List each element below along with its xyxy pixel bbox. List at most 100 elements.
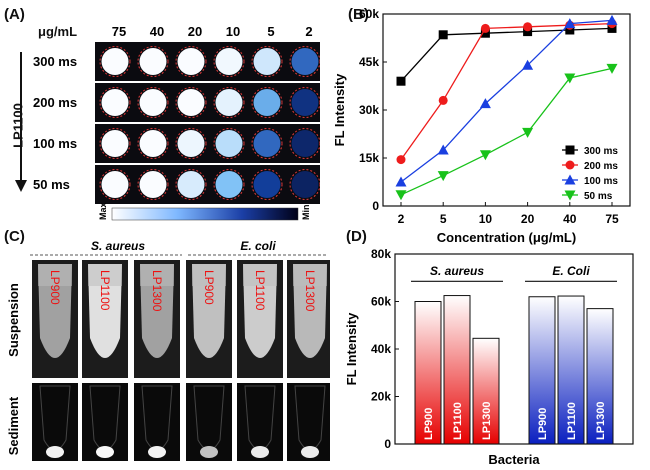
x-tick-label: 10 xyxy=(479,212,493,226)
well xyxy=(101,89,129,116)
well xyxy=(101,130,129,157)
sediment-pellet xyxy=(96,446,114,458)
bar-label: LP1100 xyxy=(452,402,464,440)
tube-cap xyxy=(192,264,226,286)
row-label-1: 200 ms xyxy=(33,95,77,110)
data-point xyxy=(523,27,533,37)
well xyxy=(253,130,281,157)
sediment-tile xyxy=(237,383,283,461)
series-300-ms xyxy=(396,23,617,86)
well-row-background xyxy=(95,42,320,81)
column-label-40: 40 xyxy=(150,24,164,39)
y-tick-label: 0 xyxy=(372,199,379,213)
y-tick-label: 40k xyxy=(371,342,391,356)
well xyxy=(139,171,167,198)
panel-c-label: (C) xyxy=(4,228,25,245)
data-point xyxy=(396,155,406,165)
data-point xyxy=(395,190,407,201)
data-point xyxy=(606,14,618,25)
well-outline xyxy=(99,128,131,159)
well-outline xyxy=(213,128,245,159)
y-axis-label: FL Intensity xyxy=(344,312,359,385)
column-label-20: 20 xyxy=(188,24,202,39)
colorbar xyxy=(111,207,299,221)
well-row-background xyxy=(95,165,320,204)
well-outline xyxy=(213,87,245,118)
tube-cap xyxy=(38,264,72,286)
bar-chart: 0 20k 40k 60k 80k FL Intensity Bacteria S. aure… xyxy=(344,247,634,467)
x-axis-label: Bacteria xyxy=(488,452,540,467)
well xyxy=(177,89,205,116)
tube-cap xyxy=(88,264,122,286)
well-outline xyxy=(213,169,245,200)
data-point xyxy=(523,22,533,32)
well xyxy=(177,130,205,157)
tube-label: LP1300 xyxy=(303,270,317,312)
time-arrow-head xyxy=(15,180,27,192)
data-point xyxy=(438,30,448,40)
well-outline xyxy=(213,46,245,77)
well xyxy=(215,89,243,116)
panel-a-label: (A) xyxy=(4,6,25,23)
sediment-pellet xyxy=(251,446,269,458)
data-point xyxy=(522,127,534,138)
x-axis-label: Concentration (μg/mL) xyxy=(437,230,576,245)
well xyxy=(177,171,205,198)
well-outline xyxy=(251,46,283,77)
tube-body xyxy=(140,264,174,358)
row-label-sediment: Sediment xyxy=(6,396,21,455)
bar xyxy=(557,295,585,445)
y-tick-label: 60k xyxy=(371,295,391,309)
suspension-tile: LP900 xyxy=(186,260,232,378)
data-point xyxy=(480,28,490,38)
bar-label: LP1300 xyxy=(595,401,607,440)
wells-group xyxy=(95,42,320,204)
y-tick-label: 60k xyxy=(359,7,379,21)
well-outline xyxy=(137,169,169,200)
column-label-5: 5 xyxy=(267,24,274,39)
well xyxy=(253,171,281,198)
data-point xyxy=(479,150,491,161)
data-point xyxy=(395,176,407,187)
data-point xyxy=(565,25,575,35)
well xyxy=(253,89,281,116)
well xyxy=(101,171,129,198)
series-line xyxy=(400,27,613,82)
legend-marker xyxy=(565,145,575,155)
group-label: E. Coli xyxy=(552,264,590,278)
sediment-pellet xyxy=(200,446,218,458)
well-outline xyxy=(99,46,131,77)
suspension-tile: LP900 xyxy=(32,260,78,378)
well-row-background xyxy=(95,83,320,122)
group-header-s-aureus: S. aureus xyxy=(91,239,145,253)
suspension-tile: LP1300 xyxy=(134,260,180,378)
tube-cap xyxy=(243,264,277,286)
sediment-pellet xyxy=(46,446,64,458)
well-outline xyxy=(175,87,207,118)
well-outline xyxy=(251,169,283,200)
well-outline xyxy=(175,46,207,77)
data-point xyxy=(607,23,617,33)
sediment-pellet xyxy=(148,446,166,458)
well xyxy=(139,89,167,116)
row-label-suspension: Suspension xyxy=(6,283,21,357)
sediment-tile xyxy=(82,383,128,461)
series-line xyxy=(400,67,613,196)
column-label-10: 10 xyxy=(226,24,240,39)
tube-label: LP1100 xyxy=(253,270,267,311)
tube-label: LP900 xyxy=(48,270,62,305)
colorbar-max-label: Max xyxy=(98,202,108,220)
well-outline xyxy=(99,87,131,118)
data-point xyxy=(564,73,576,84)
well-outline xyxy=(175,169,207,200)
data-point xyxy=(437,144,449,155)
well xyxy=(215,171,243,198)
x-tick-label: 5 xyxy=(440,212,447,226)
y-axis-label: FL Intensity xyxy=(332,73,347,146)
bar-label: LP900 xyxy=(537,408,549,440)
sediment-pellet xyxy=(301,446,319,458)
y-tick-label: 20k xyxy=(371,390,391,404)
sediment-tile xyxy=(134,383,180,461)
tube-label: LP900 xyxy=(202,270,216,305)
tube-body xyxy=(293,264,327,358)
